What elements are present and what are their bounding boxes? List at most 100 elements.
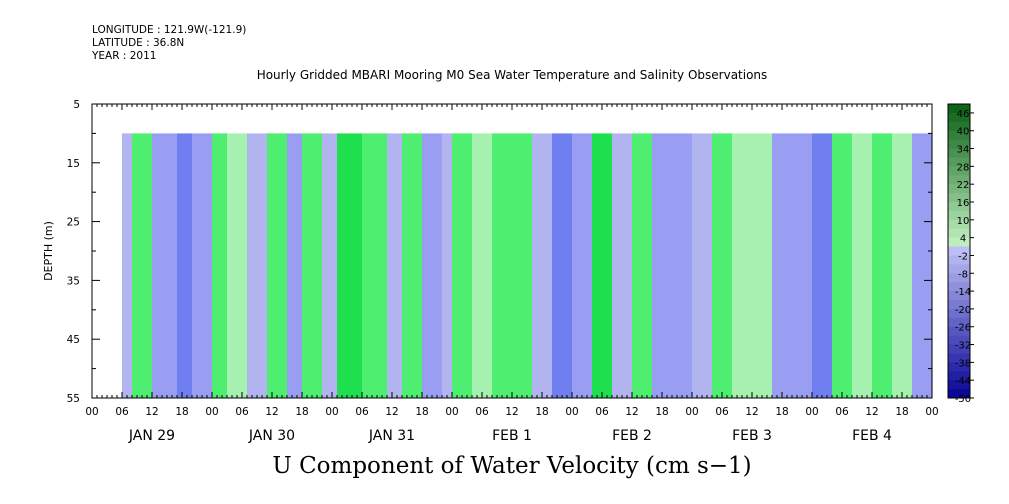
heatmap-band-30 (692, 133, 713, 398)
y-tick-label-25: 25 (67, 217, 80, 229)
heatmap-band-20 (492, 133, 513, 398)
y-tick-labels: 5 15 25 35 45 55 (67, 99, 80, 405)
colorbar-segment-1 (948, 112, 970, 123)
heatmap-band-38 (852, 133, 873, 398)
colorbar-segment-22 (948, 300, 970, 310)
x-hour-label-28: 00 (925, 406, 938, 418)
x-hour-label-10: 12 (385, 406, 398, 418)
colorbar-segment-18 (948, 264, 970, 274)
x-hour-label-19: 18 (655, 406, 668, 418)
colorbar-segment-24 (948, 317, 970, 328)
colorbar-tick-label-9: -8 (958, 269, 968, 280)
colorbar-segment-3 (948, 130, 970, 141)
x-hour-label-12: 00 (445, 406, 458, 418)
colorbar-segment-9 (948, 184, 970, 194)
heatmap-band-34 (772, 133, 793, 398)
heatmap-band-27 (632, 133, 653, 398)
x-hour-label-2: 12 (145, 406, 158, 418)
x-day-label-0: JAN 29 (128, 428, 175, 444)
heatmap-band-4 (192, 133, 213, 398)
x-hour-label-13: 06 (475, 406, 489, 418)
x-hour-label-4: 00 (205, 406, 218, 418)
heatmap-band-5 (212, 133, 228, 398)
heatmap-band-9 (287, 133, 303, 398)
colorbar-tick-label-8: -2 (958, 252, 968, 263)
colorbar-segment-25 (948, 326, 970, 337)
heatmap-band-2 (152, 133, 178, 398)
colorbar-segment-10 (948, 193, 970, 203)
colorbar-tick-label-13: -32 (955, 341, 971, 352)
colorbar-segment-30 (948, 371, 970, 381)
colorbar-segment-21 (948, 291, 970, 301)
x-hour-label-5: 06 (235, 406, 249, 418)
colorbar-segment-20 (948, 282, 970, 292)
colorbar-segment-7 (948, 166, 970, 176)
heatmap-band-41 (912, 133, 933, 398)
heatmap-band-28 (652, 133, 673, 398)
heatmap-band-15 (402, 133, 423, 398)
colorbar-segment-5 (948, 148, 970, 158)
x-hour-label-0: 00 (85, 406, 98, 418)
heatmap-band-19 (472, 133, 493, 398)
x-hour-label-7: 18 (295, 406, 308, 418)
x-hour-label-17: 06 (595, 406, 609, 418)
colorbar-tick-label-15: -44 (955, 376, 971, 387)
heatmap-band-33 (752, 133, 773, 398)
latitude-label: LATITUDE : 36.8N (92, 37, 185, 49)
colorbar-segment-29 (948, 362, 970, 372)
colorbar-segment-13 (948, 219, 970, 230)
y-axis-label: DEPTH (m) (42, 221, 55, 281)
heatmap-band-39 (872, 133, 893, 398)
heatmap-band-22 (532, 133, 553, 398)
x-hour-label-1: 06 (115, 406, 129, 418)
y-tick-label-45: 45 (67, 334, 80, 346)
x-hour-label-23: 18 (775, 406, 788, 418)
x-hour-label-21: 06 (715, 406, 729, 418)
colorbar-segment-31 (948, 380, 970, 390)
colorbar-segment-8 (948, 175, 970, 185)
x-day-labels: JAN 29 JAN 30 JAN 31 FEB 1 FEB 2 FEB 3 FEB 4 (128, 428, 892, 444)
colorbar-tick-label-12: -26 (955, 323, 971, 334)
colorbar-tick-label-5: 16 (957, 198, 970, 209)
colorbar-segment-32 (948, 389, 970, 399)
x-hour-label-24: 00 (805, 406, 818, 418)
colorbar-frame (947, 103, 971, 399)
heatmap-band-18 (452, 133, 473, 398)
x-hour-label-15: 18 (535, 406, 548, 418)
heatmap-band-31 (712, 133, 733, 398)
x-day-label-6: FEB 4 (852, 428, 892, 444)
chart-title: Hourly Gridded MBARI Mooring M0 Sea Wate… (256, 68, 768, 82)
y-tick-label-55: 55 (67, 393, 80, 405)
heatmap-band-24 (572, 133, 593, 398)
colorbar-segment-2 (948, 121, 970, 132)
heatmap-band-29 (672, 133, 693, 398)
axis-ticks (91, 103, 933, 399)
colorbar-tick-label-10: -14 (955, 287, 971, 298)
x-day-label-5: FEB 3 (732, 428, 772, 444)
colorbar-segment-19 (948, 273, 970, 283)
colorbar-segment-0 (948, 104, 970, 114)
colorbar-tick-label-1: 40 (957, 127, 970, 138)
colorbar-segment-14 (948, 228, 970, 239)
colorbar-segment-11 (948, 202, 970, 212)
heatmap-band-0 (122, 133, 133, 398)
colorbar-segment-27 (948, 344, 970, 354)
longitude-label: LONGITUDE : 121.9W(-121.9) (92, 24, 247, 36)
y-tick-label-15: 15 (67, 158, 80, 170)
colorbar-segment-4 (948, 139, 970, 150)
y-tick-label-35: 35 (67, 275, 80, 287)
heatmap-band-25 (592, 133, 613, 398)
colorbar-segment-26 (948, 335, 970, 346)
colorbar-tick-label-16: -50 (955, 394, 971, 405)
heatmap-band-35 (792, 133, 813, 398)
x-day-label-4: FEB 2 (612, 428, 652, 444)
heatmap-band-40 (892, 133, 913, 398)
heatmap-band-3 (177, 133, 193, 398)
x-hour-label-11: 18 (415, 406, 428, 418)
x-day-label-2: JAN 31 (368, 428, 415, 444)
colorbar-tick-label-2: 34 (957, 145, 970, 156)
x-hour-label-18: 12 (625, 406, 638, 418)
heatmap-band-13 (362, 133, 388, 398)
colorbar-segment-16 (948, 246, 970, 256)
x-hour-label-8: 00 (325, 406, 338, 418)
